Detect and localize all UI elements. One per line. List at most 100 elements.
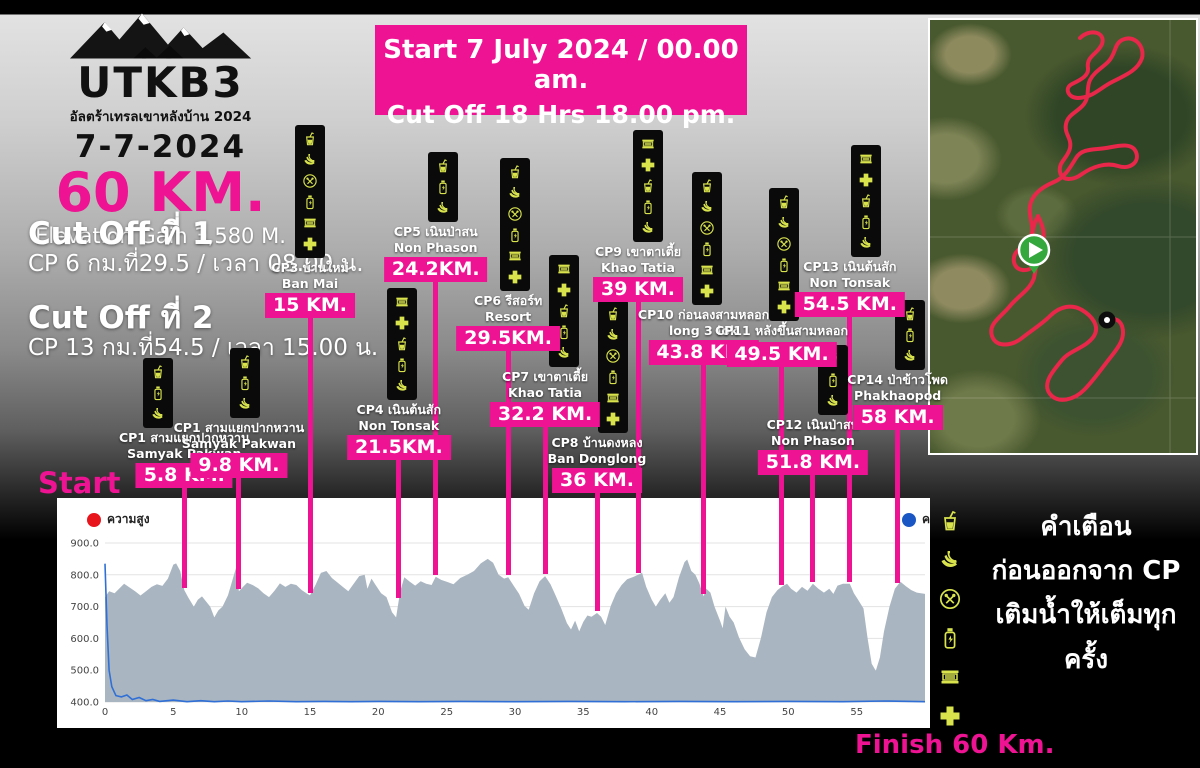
cp-name-english: Ban Mai: [281, 275, 339, 291]
plus-icon: [394, 315, 410, 331]
warning-line-2: ก่อนออกจาก CP: [991, 556, 1181, 587]
bottle-icon: [776, 257, 792, 273]
cp-name-english: Non Tonsak: [809, 274, 891, 290]
cp-name-thai: CP13 เนินต้นสัก: [803, 259, 897, 274]
cp-distance-badge: 58 KM.: [852, 405, 943, 430]
snack-icon: [858, 151, 874, 167]
cp-marker-stem: [810, 473, 815, 582]
banana-icon: [302, 152, 318, 168]
x-tick-label: 35: [577, 707, 590, 718]
drink-icon: [699, 178, 715, 194]
drink-icon: [237, 354, 253, 370]
cp-distance-badge: 24.2KM.: [383, 257, 488, 282]
route-map-svg: [930, 20, 1196, 453]
x-tick-label: 55: [850, 707, 863, 718]
x-tick-label: 30: [509, 707, 522, 718]
food-icon: [507, 206, 523, 222]
plus-icon: [858, 172, 874, 188]
cp-marker-stem: [895, 428, 900, 583]
snack-icon: [938, 665, 962, 693]
logo-block: UTKB3 อัลตร้าเทรลเขาหลังบ้าน 2024 7-7-20…: [18, 10, 303, 248]
bottle-icon: [825, 372, 841, 388]
snack-icon: [640, 136, 656, 152]
snack-icon: [776, 278, 792, 294]
elevation-profile-svg: 400.0 500.0 600.0 700.0 800.0 900.0 0 5 10 15 20 25…: [70, 539, 926, 718]
drink-icon: [150, 364, 166, 380]
cp-distance-badge: 54.5 KM.: [794, 292, 905, 317]
cp-distance-badge: 49.5 KM.: [726, 342, 837, 367]
cp-services-column: [633, 130, 663, 242]
cp-name-english: Resort: [485, 308, 532, 324]
cp-marker-stem: [506, 349, 511, 575]
cp-marker-stem: [396, 458, 401, 598]
cp-name-thai: CP11 หลังขึ้นสามหลอก: [714, 323, 849, 338]
cp-distance-badge: 29.5KM.: [456, 326, 561, 351]
cp-name-thai: CP5 เนินป่าสน: [393, 224, 478, 239]
food-icon: [938, 587, 962, 615]
plus-icon: [556, 282, 572, 298]
cp-name-english: Non Tonsak: [358, 417, 440, 433]
bottle-icon: [640, 199, 656, 215]
course-map: [928, 18, 1198, 455]
cp-name-thai: CP7 เขาตาเตี้ย: [502, 369, 589, 384]
cp-distance-badge: 39 KM.: [593, 277, 683, 302]
cp-name-label: CP9 เขาตาเตี้ย Khao Tatia: [553, 244, 723, 275]
bottle-icon: [237, 375, 253, 391]
event-title: UTKB3: [77, 58, 244, 107]
y-tick-label: 800.0: [70, 570, 99, 581]
plus-icon: [776, 299, 792, 315]
drink-icon: [394, 336, 410, 352]
x-tick-label: 10: [235, 707, 248, 718]
bottle-icon: [938, 626, 962, 654]
route-path: [989, 30, 1145, 402]
line-series: [104, 563, 926, 703]
cp-name-thai: CP8 บ้านดงหลง: [551, 435, 643, 450]
cp-name-thai: CP9 เขาตาเตี้ย: [594, 244, 682, 259]
cp-distance-badge: 36 KM.: [552, 468, 642, 493]
drink-icon: [605, 306, 621, 322]
drink-icon: [776, 194, 792, 210]
snack-icon: [556, 261, 572, 277]
bottle-icon: [435, 179, 451, 195]
plus-icon: [938, 704, 962, 732]
y-tick-label: 500.0: [70, 666, 99, 677]
warning-icons-column: [938, 505, 962, 732]
cp-name-thai: CP1 สามแยกปากหวาน: [118, 430, 250, 445]
cp-name-label: CP13 เนินต้นสัก Non Tonsak: [765, 259, 935, 290]
cp-name-english: Non Phason: [771, 432, 855, 448]
bottle-icon: [699, 241, 715, 257]
cp-distance-badge: 32.2 KM.: [489, 402, 601, 427]
cutoff1-title: Cut Off ที่ 1: [28, 216, 214, 252]
banana-icon: [556, 345, 572, 361]
cp-distance-badge: 21.5KM.: [346, 435, 451, 460]
cp-services-column: [428, 152, 458, 222]
bottle-icon: [902, 327, 918, 343]
snack-icon: [699, 262, 715, 278]
x-tick-label: 45: [714, 707, 727, 718]
elevation-gain: Elevation Gain 3,580 M.: [35, 223, 286, 248]
cp-name-english: Phakhaopod: [854, 387, 942, 403]
x-tick-label: 40: [645, 707, 658, 718]
cp-name-english: Samyak Pakwan: [181, 435, 296, 451]
cp-services-column: [295, 125, 325, 258]
cp-marker-stem: [433, 280, 438, 575]
cp-name-label: CP7 เขาตาเตี้ย Khao Tatia: [460, 369, 630, 400]
cp-services-column: [769, 188, 799, 321]
cp-name-label: CP1 สามแยกปากหวาน Samyak Pakwan: [154, 420, 324, 451]
cp-name-thai: CP6 รีสอร์ท: [474, 293, 543, 308]
bottle-icon: [858, 214, 874, 230]
snack-icon: [507, 248, 523, 264]
cp-name-label: CP12 เนินป่าสน Non Phason: [728, 417, 898, 448]
cp-marker-stem: [701, 363, 706, 594]
cp-marker-stem: [847, 315, 852, 582]
warning-text: คำเตือน ก่อนออกจาก CP เติมน้ำให้เต็มทุกค…: [976, 505, 1196, 732]
cp-name-thai: CP3 บ้านใหม่: [271, 260, 349, 275]
drink-icon: [938, 509, 962, 537]
bottle-icon: [556, 324, 572, 340]
y-tick-label: 900.0: [70, 539, 99, 550]
cp-services-column: [895, 300, 925, 370]
banana-icon: [150, 406, 166, 422]
drink-icon: [858, 193, 874, 209]
start-label: Start: [38, 466, 121, 500]
